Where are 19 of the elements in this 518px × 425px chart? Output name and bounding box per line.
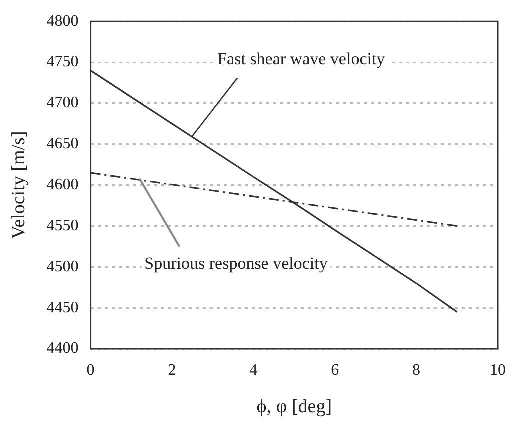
y-tick-label: 4700 [46,94,79,112]
y-tick-label: 4450 [46,299,79,316]
x-axis-title: ϕ, φ [deg] [256,396,332,418]
x-tick-label: 0 [86,362,95,379]
annotation: Spurious response velocity [144,254,328,274]
y-tick-label: 4750 [46,54,79,71]
x-tick-label: 2 [168,362,176,379]
x-tick-label: 6 [331,362,340,379]
y-tick-label: 4500 [46,258,79,276]
y-tick-label: 4400 [46,340,79,358]
x-tick-label: 10 [490,362,506,379]
y-tick-label: 4600 [46,176,79,194]
y-tick-label: 4650 [46,136,79,153]
y-tick-label: 4800 [46,12,79,30]
x-tick-label: 8 [412,362,421,379]
annotation: Fast shear wave velocity [218,50,386,69]
x-tick-label: 4 [250,362,258,379]
y-axis-title: Velocity [m/s] [8,131,30,240]
y-tick-label: 4550 [46,217,79,234]
